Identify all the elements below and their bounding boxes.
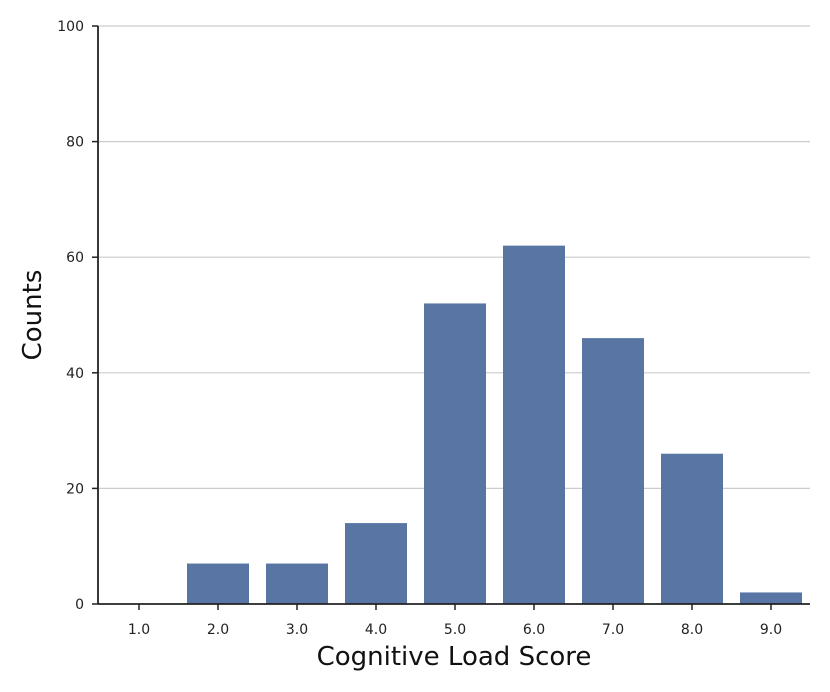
y-axis-ticks: 0 20 40 60 80 100 [57,19,98,613]
x-tick-label: 6.0 [523,622,545,638]
bar [582,338,644,604]
x-tick-label: 2.0 [207,622,229,638]
bars [187,245,802,604]
bar [266,563,328,604]
y-axis-title: Counts [18,270,48,361]
x-tick-label: 5.0 [444,622,466,638]
bar [187,563,249,604]
bar [345,523,407,604]
x-axis-ticks: 1.0 2.0 3.0 4.0 5.0 6.0 7.0 8.0 9.0 [128,604,782,638]
y-tick-label: 60 [66,250,84,266]
bar [740,592,802,604]
x-tick-label: 4.0 [365,622,387,638]
y-tick-label: 100 [57,19,84,35]
x-axis-title: Cognitive Load Score [317,642,592,672]
bar [661,453,723,604]
x-tick-label: 9.0 [760,622,782,638]
y-tick-label: 80 [66,135,84,151]
x-tick-label: 3.0 [286,622,308,638]
y-tick-label: 0 [75,597,84,613]
y-tick-label: 40 [66,366,84,382]
x-tick-label: 7.0 [602,622,624,638]
bar [424,303,486,604]
x-tick-label: 8.0 [681,622,703,638]
y-tick-label: 20 [66,481,84,497]
bar [503,245,565,604]
x-tick-label: 1.0 [128,622,150,638]
